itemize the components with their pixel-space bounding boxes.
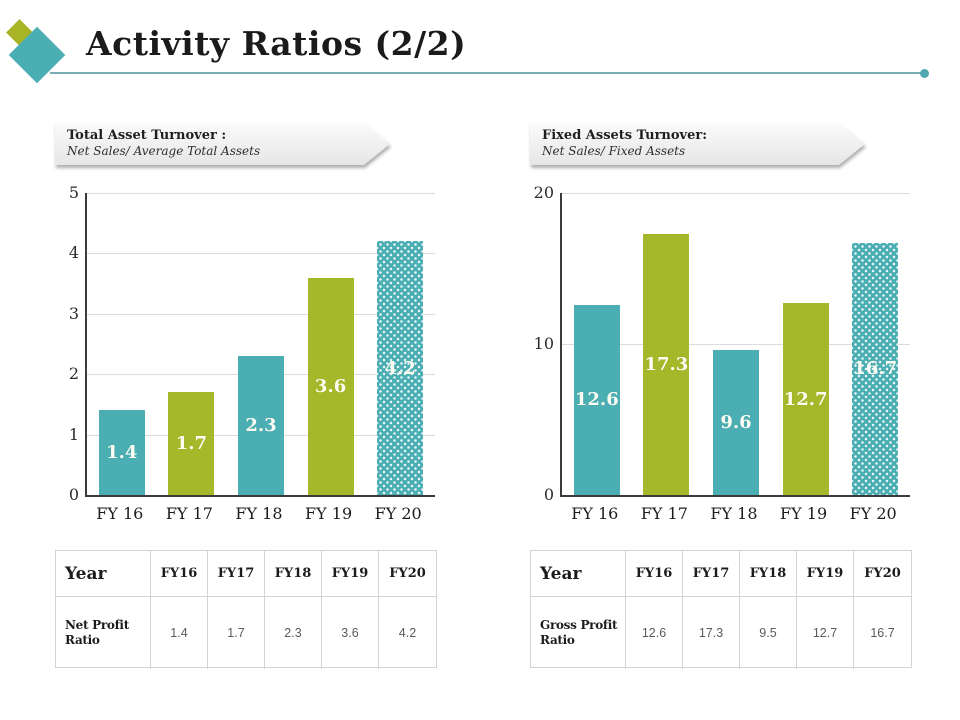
y-tick-label: 1 bbox=[68, 424, 79, 444]
gridline bbox=[87, 253, 435, 255]
table-value-cell: 4.2 bbox=[398, 626, 417, 640]
table-header-cell: FY19 bbox=[797, 551, 854, 597]
bar-fy-18: 9.6 bbox=[713, 350, 759, 495]
x-axis-label: FY 19 bbox=[305, 504, 353, 523]
banner-ribbon: Fixed Assets Turnover: Net Sales/ Fixed … bbox=[530, 123, 865, 165]
table-value-cell: 3.6 bbox=[322, 597, 379, 669]
x-axis-label: FY 18 bbox=[710, 504, 758, 523]
table-value-cell: 1.4 bbox=[151, 597, 208, 669]
bar-fy-20: 4.2 bbox=[377, 241, 424, 495]
gross-profit-ratio-table: Year FY16 FY17 FY18 FY19 FY20 Gross Profit Rat… bbox=[530, 550, 912, 669]
bar-fy-16: 12.6 bbox=[573, 304, 620, 495]
bar-value-label: 12.7 bbox=[783, 388, 828, 410]
table-header-cell: FY16 bbox=[151, 551, 208, 597]
bar-value-label: 1.7 bbox=[175, 433, 208, 455]
x-axis-label: FY 20 bbox=[849, 504, 897, 523]
table-row-label: Gross Profit Ratio bbox=[531, 597, 626, 669]
x-axis-label: FY 17 bbox=[640, 504, 688, 523]
banner-title: Fixed Assets Turnover: bbox=[542, 128, 708, 143]
table-header-cell: FY19 bbox=[322, 551, 379, 597]
y-tick-label: 10 bbox=[533, 334, 554, 353]
left-panel-total-asset-turnover: Total Asset Turnover : Net Sales/ Averag… bbox=[55, 123, 437, 683]
table-header-cell: FY16 bbox=[626, 551, 683, 597]
plot-area: 12.6 17.3 9.6 12.7 16.7 bbox=[560, 193, 910, 497]
table-header-cell: FY20 bbox=[379, 551, 436, 597]
right-panel-fixed-assets-turnover: Fixed Assets Turnover: Net Sales/ Fixed … bbox=[530, 123, 912, 683]
page-title: Activity Ratios (2/2) bbox=[86, 24, 467, 63]
banner-title: Total Asset Turnover : bbox=[67, 128, 227, 143]
x-axis-label: FY 16 bbox=[571, 504, 619, 523]
x-axis: FY 16 FY 17 FY 18 FY 19 FY 20 bbox=[85, 502, 433, 530]
gridline bbox=[562, 193, 910, 194]
bar-value-label: 3.6 bbox=[314, 375, 347, 397]
bar-value-label: 1.4 bbox=[106, 442, 138, 464]
gridline bbox=[87, 193, 435, 194]
table-header-cell: Year bbox=[531, 551, 626, 597]
y-tick-label: 0 bbox=[68, 485, 79, 504]
x-axis: FY 16 FY 17 FY 18 FY 19 FY 20 bbox=[560, 502, 908, 530]
table-value-cell: 9.5 bbox=[740, 597, 797, 669]
gridline bbox=[87, 313, 435, 315]
x-axis-label: FY 19 bbox=[780, 504, 828, 523]
table-header-cell: FY18 bbox=[740, 551, 797, 597]
x-axis-label: FY 20 bbox=[374, 504, 422, 523]
y-axis: 0 10 20 bbox=[530, 183, 556, 526]
bar-value-label: 17.3 bbox=[644, 353, 689, 375]
table-header-cell: FY17 bbox=[208, 551, 265, 597]
bar-fy-18: 2.3 bbox=[238, 356, 284, 495]
banner-ribbon: Total Asset Turnover : Net Sales/ Averag… bbox=[55, 123, 390, 165]
underline-end-dot-icon bbox=[920, 69, 929, 78]
x-axis-label: FY 18 bbox=[235, 504, 283, 523]
bar-fy-17: 1.7 bbox=[168, 392, 215, 495]
y-tick-label: 5 bbox=[68, 183, 79, 202]
banner-total-asset-turnover: Total Asset Turnover : Net Sales/ Averag… bbox=[55, 123, 390, 165]
diamond-logo bbox=[0, 0, 90, 95]
y-tick-label: 2 bbox=[68, 364, 79, 384]
table-value-cell: 17.3 bbox=[683, 597, 740, 669]
bar-value-label: 12.6 bbox=[574, 389, 619, 411]
plot-area: 1.4 1.7 2.3 3.6 4.2 bbox=[85, 193, 435, 497]
table-header-cell: FY17 bbox=[683, 551, 740, 597]
bar-value-label: 4.2 bbox=[384, 357, 416, 379]
bar-fy-19: 3.6 bbox=[307, 277, 354, 495]
y-tick-label: 4 bbox=[68, 243, 79, 263]
table-value-cell: 16.7 bbox=[870, 626, 895, 640]
y-tick-label: 20 bbox=[533, 183, 554, 202]
gridline bbox=[562, 344, 910, 345]
bar-fy-16: 1.4 bbox=[98, 410, 145, 495]
banner-subtitle: Net Sales/ Fixed Assets bbox=[542, 144, 686, 159]
table-header-cell: FY20 bbox=[854, 551, 911, 597]
table-header-cell: Year bbox=[56, 551, 151, 597]
x-axis-label: FY 16 bbox=[96, 504, 144, 523]
table-value-cell: 1.7 bbox=[208, 597, 265, 669]
fixed-assets-turnover-chart: 0 10 20 12.6 17.3 9.6 12.7 16.7 FY 16 FY 17 FY 1… bbox=[530, 183, 912, 536]
banner-fixed-assets-turnover: Fixed Assets Turnover: Net Sales/ Fixed … bbox=[530, 123, 865, 165]
bar-fy-20: 16.7 bbox=[852, 242, 899, 495]
y-tick-label: 0 bbox=[543, 485, 554, 504]
y-axis: 0 1 2 3 4 5 bbox=[55, 183, 81, 526]
table-row-label: Net Profit Ratio bbox=[56, 597, 151, 669]
x-axis-label: FY 17 bbox=[165, 504, 213, 523]
title-underline bbox=[50, 72, 923, 74]
y-tick-label: 3 bbox=[68, 303, 79, 323]
bar-value-label: 16.7 bbox=[853, 358, 898, 380]
table-value-cell: 12.6 bbox=[626, 597, 683, 669]
bar-fy-17: 17.3 bbox=[643, 233, 690, 495]
bar-value-label: 9.6 bbox=[720, 412, 752, 434]
banner-subtitle: Net Sales/ Average Total Assets bbox=[67, 144, 261, 159]
bar-value-label: 2.3 bbox=[245, 415, 277, 437]
bar-fy-19: 12.7 bbox=[782, 303, 829, 495]
table-value-cell: 2.3 bbox=[265, 597, 322, 669]
net-profit-ratio-table: Year FY16 FY17 FY18 FY19 FY20 Net Profit Ratio… bbox=[55, 550, 437, 669]
table-value-cell: 12.7 bbox=[797, 597, 854, 669]
table-header-cell: FY18 bbox=[265, 551, 322, 597]
